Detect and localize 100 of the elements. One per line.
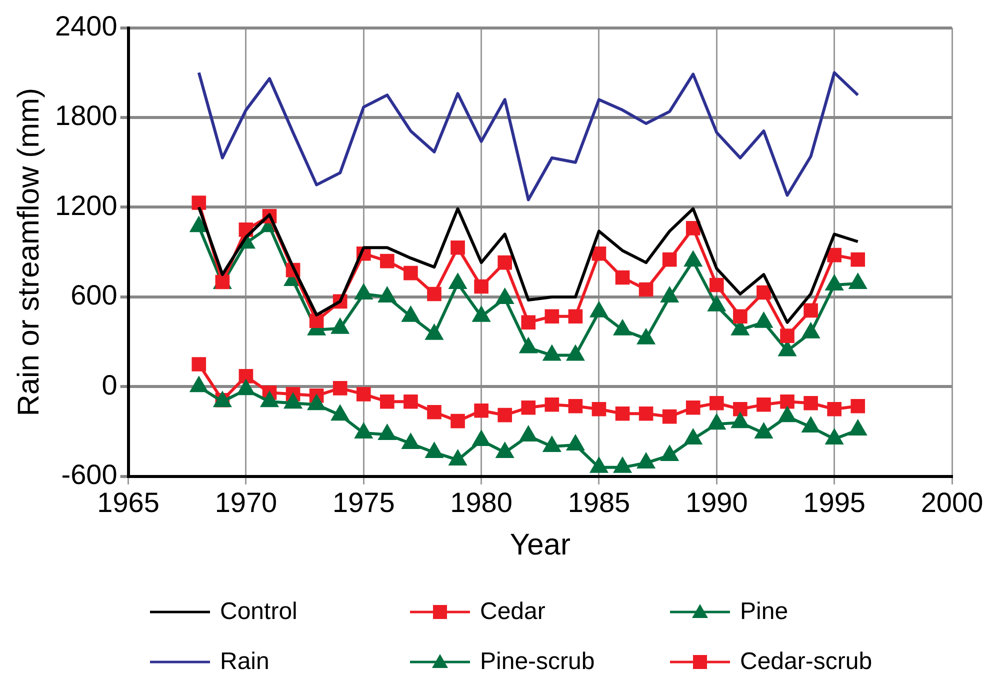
point (472, 431, 490, 446)
point (356, 387, 371, 402)
point (804, 303, 818, 318)
y-tick-label: 0 (102, 369, 118, 400)
point (521, 315, 536, 330)
point (850, 252, 866, 267)
y-axis-title: Rain or streamflow (mm) (12, 88, 46, 416)
point (850, 398, 866, 414)
point (662, 409, 677, 424)
point (404, 394, 418, 409)
point (615, 406, 630, 421)
point (733, 309, 748, 324)
legend-label: Control (220, 598, 298, 626)
point (733, 402, 748, 416)
point (402, 434, 420, 450)
point (662, 252, 677, 267)
point (756, 397, 771, 412)
point (261, 392, 278, 408)
x-tick-label: 2000 (920, 486, 984, 518)
point (498, 255, 512, 270)
point (686, 400, 700, 415)
point (378, 425, 396, 440)
point (567, 346, 584, 361)
point (615, 270, 630, 285)
point (426, 442, 443, 458)
point (780, 328, 794, 343)
x-tick-label: 1995 (803, 486, 866, 518)
point (684, 430, 702, 445)
point (568, 309, 583, 324)
x-tick-label: 1970 (214, 486, 278, 518)
point (802, 418, 820, 433)
point (238, 369, 254, 384)
point (355, 424, 372, 439)
point (450, 414, 465, 428)
legend-label: Cedar (480, 598, 546, 626)
point (638, 406, 654, 421)
y-tick-label: 600 (70, 280, 118, 311)
point (427, 286, 442, 302)
x-tick-label: 1975 (332, 486, 395, 518)
point (686, 221, 700, 236)
point (849, 420, 866, 436)
point (192, 357, 206, 372)
point (568, 398, 583, 414)
point (332, 406, 349, 421)
point (732, 413, 749, 428)
point (614, 458, 631, 473)
point (380, 254, 394, 268)
point (450, 240, 465, 255)
point (238, 380, 254, 396)
point (638, 282, 654, 297)
point (592, 402, 606, 416)
point (192, 196, 206, 210)
point (520, 426, 537, 442)
point (474, 279, 488, 294)
y-tick-label: 1800 (54, 100, 118, 132)
point (404, 266, 418, 280)
point (592, 246, 606, 261)
legend-label: Cedar-scrub (740, 648, 872, 676)
point (590, 458, 608, 473)
point (709, 396, 724, 410)
point (521, 400, 536, 415)
point (755, 424, 772, 439)
point (543, 436, 560, 452)
point (309, 314, 324, 328)
point (827, 402, 842, 416)
point (756, 285, 771, 300)
point (661, 446, 678, 461)
point (567, 436, 584, 450)
point (380, 394, 394, 409)
point (215, 274, 230, 290)
point (544, 397, 560, 412)
point (520, 338, 537, 354)
point (638, 453, 654, 468)
point (544, 309, 560, 324)
x-tick-label: 1985 (568, 486, 630, 518)
point (778, 341, 796, 356)
point (804, 396, 818, 410)
legend-label: Rain (220, 648, 270, 676)
point (778, 407, 796, 422)
point (826, 430, 843, 445)
point (498, 408, 512, 422)
legend-label: Pine (740, 598, 788, 626)
point (474, 403, 488, 418)
point (308, 395, 325, 410)
point (496, 442, 514, 458)
point (827, 248, 842, 262)
y-tick-label: 2400 (54, 10, 118, 42)
point (780, 394, 794, 409)
x-tick-label: 1980 (450, 486, 512, 518)
x-axis-title: Year (510, 528, 570, 562)
x-tick-label: 1990 (686, 486, 748, 518)
point (708, 414, 726, 430)
point (427, 404, 442, 420)
point (284, 394, 302, 409)
legend-label: Pine-scrub (480, 648, 595, 676)
point (332, 381, 348, 396)
point (449, 450, 466, 466)
point (543, 346, 560, 361)
point (709, 278, 724, 292)
point (190, 377, 208, 392)
